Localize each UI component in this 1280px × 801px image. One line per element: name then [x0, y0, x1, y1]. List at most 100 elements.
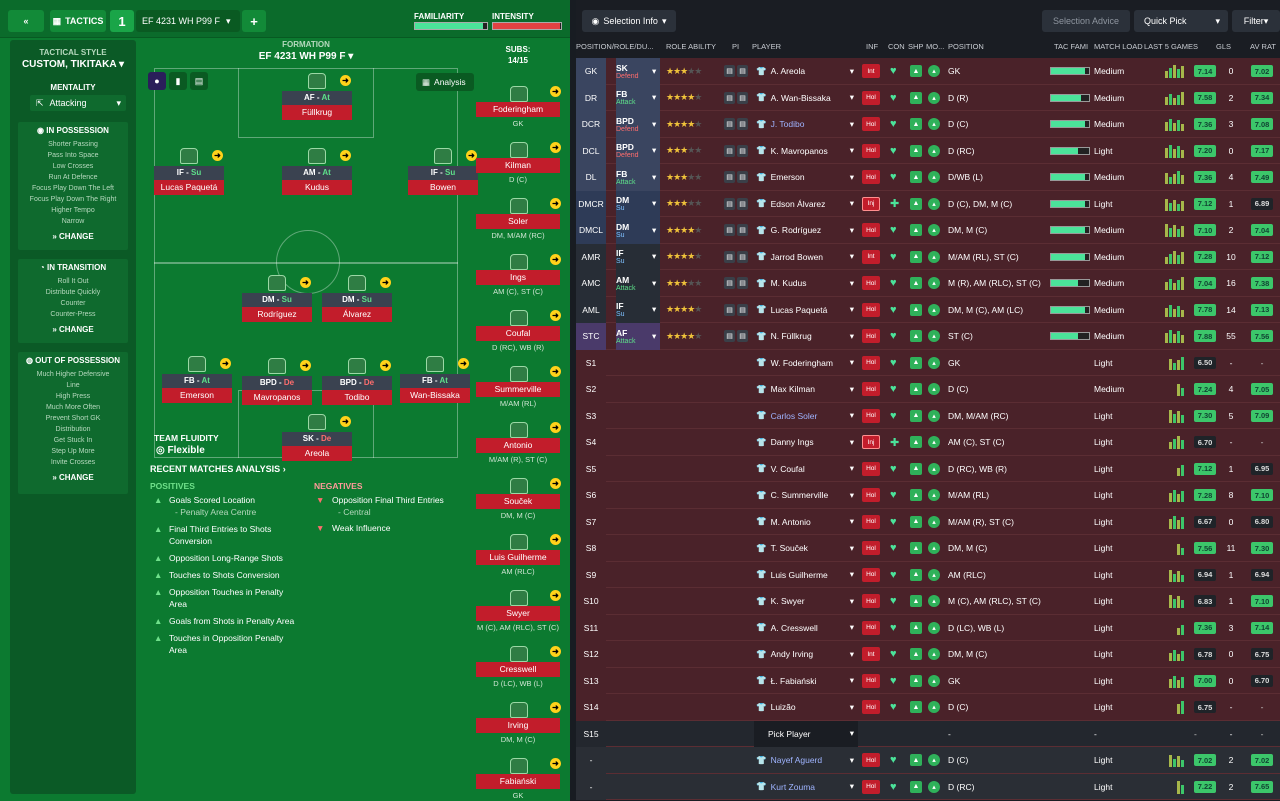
chevron-down-icon[interactable]: ▾ — [849, 145, 854, 156]
chevron-down-icon[interactable]: ▾ — [849, 436, 854, 447]
player-name[interactable]: Ł. Fabiański — [770, 675, 817, 686]
player-role[interactable]: FB - At — [400, 374, 470, 388]
player-cell[interactable]: 👕 K. Swyer ▾ — [754, 588, 858, 615]
sub-player[interactable]: Luis Guilherme AM (RLC) — [476, 550, 560, 576]
player-name[interactable]: A. Wan-Bissaka — [770, 92, 831, 103]
table-row[interactable]: S9 👕 Luis Guilherme ▾ Hol ♥ ▲ ▴ AM (RLC) Light 6.9… — [576, 561, 1280, 589]
formation-player[interactable]: FB - At Emerson — [162, 374, 232, 403]
quick-pick-button[interactable]: Quick Pick ▾ — [1134, 10, 1228, 32]
role-cell[interactable]: BPD Defend — [616, 111, 660, 138]
player-role[interactable]: IF - Su — [154, 166, 224, 180]
player-role[interactable]: AF - At — [282, 91, 352, 105]
position-slot[interactable]: DCL — [576, 137, 606, 164]
chevron-down-icon[interactable]: ▾ — [652, 171, 657, 182]
notes-view-button[interactable]: ▤ — [190, 72, 208, 90]
player-name[interactable]: M. Kudus — [770, 278, 807, 289]
chevron-down-icon[interactable]: ▾ — [849, 675, 854, 686]
player-cell[interactable]: 👕 J. Todibo ▾ — [754, 111, 858, 138]
player-cell[interactable]: 👕 Andy Irving ▾ — [754, 641, 858, 668]
role-cell[interactable]: BPD Defend — [616, 137, 660, 164]
sub-player[interactable]: Cresswell D (LC), WB (L) — [476, 662, 560, 688]
sub-name[interactable]: Foderingham — [476, 102, 560, 117]
position-slot[interactable]: S3 — [576, 402, 606, 429]
player-cell[interactable]: 👕 Max Kilman ▾ — [754, 376, 858, 403]
player-name[interactable]: Wan-Bissaka — [400, 388, 470, 403]
player-name[interactable]: M. Antonio — [770, 516, 811, 527]
tactic-slot-number[interactable]: 1 — [110, 10, 134, 32]
sub-name[interactable]: Coufal — [476, 326, 560, 341]
chevron-down-icon[interactable]: ▾ — [652, 145, 657, 156]
table-row[interactable]: S1 👕 W. Foderingham ▾ Hol ♥ ▲ ▴ GK Light 6.50 - - — [576, 349, 1280, 377]
position-slot[interactable]: S9 — [576, 561, 606, 588]
chevron-down-icon[interactable]: ▾ — [849, 92, 854, 103]
player-cell[interactable]: 👕 V. Coufal ▾ — [754, 456, 858, 483]
sub-player[interactable]: Ings AM (C), ST (C) — [476, 270, 560, 296]
player-view-button[interactable]: ● — [148, 72, 166, 90]
pi-icon[interactable]: ▤ ▤ — [724, 323, 748, 350]
chevron-down-icon[interactable]: ▾ — [849, 330, 854, 341]
role-cell[interactable]: IF Su — [616, 243, 660, 270]
player-name[interactable]: Mavropanos — [242, 390, 312, 405]
player-name[interactable]: K. Swyer — [770, 596, 805, 607]
mentality-dropdown[interactable]: ⇱ Attacking ▾ — [30, 95, 126, 111]
column-header[interactable]: CON — [888, 42, 905, 51]
player-name[interactable]: T. Souček — [770, 543, 808, 554]
player-name[interactable]: Jarrod Bowen — [770, 251, 824, 262]
player-role[interactable]: SK - De — [282, 432, 352, 446]
chevron-down-icon[interactable]: ▾ — [849, 648, 854, 659]
column-header[interactable]: TAC FAMI — [1054, 42, 1089, 51]
sub-name[interactable]: Kilman — [476, 158, 560, 173]
player-cell[interactable]: 👕 W. Foderingham ▾ — [754, 350, 858, 377]
position-slot[interactable]: S1 — [576, 349, 606, 376]
tactics-tab[interactable]: ▦ TACTICS — [50, 10, 106, 32]
pi-icon[interactable]: ▤ ▤ — [724, 111, 748, 138]
pi-icon[interactable]: ▤ ▤ — [724, 297, 748, 324]
player-name[interactable]: W. Foderingham — [770, 357, 833, 368]
chevron-down-icon[interactable]: ▾ — [652, 198, 657, 209]
sub-player[interactable]: Kilman D (C) — [476, 158, 560, 184]
player-cell[interactable]: 👕 N. Füllkrug ▾ — [754, 323, 858, 350]
sub-name[interactable]: Luis Guilherme — [476, 550, 560, 565]
player-name[interactable]: Emerson — [162, 388, 232, 403]
change-transition-button[interactable]: » CHANGE — [52, 325, 94, 334]
formation-dropdown[interactable]: EF 4231 WH P99 F ▾ — [258, 51, 354, 62]
chevron-down-icon[interactable]: ▾ — [849, 489, 854, 500]
column-header[interactable]: POSITION — [948, 42, 984, 51]
sub-player[interactable]: Summerville M/AM (RL) — [476, 382, 560, 408]
player-name[interactable]: Kurt Zouma — [770, 781, 815, 792]
selection-info-dropdown[interactable]: ◉ Selection Info ▾ — [582, 10, 676, 32]
position-slot[interactable]: S13 — [576, 667, 606, 694]
player-cell[interactable]: 👕 Jarrod Bowen ▾ — [754, 244, 858, 271]
position-slot[interactable]: S4 — [576, 429, 606, 456]
position-slot[interactable]: S7 — [576, 508, 606, 535]
column-header[interactable]: PI — [732, 42, 740, 51]
chevron-down-icon[interactable]: ▾ — [652, 330, 657, 341]
role-cell[interactable]: DM Su — [616, 190, 660, 217]
position-slot[interactable]: GK — [576, 58, 606, 85]
player-cell[interactable]: 👕 A. Wan-Bissaka ▾ — [754, 85, 858, 112]
chevron-down-icon[interactable]: ▾ — [652, 277, 657, 288]
chevron-down-icon[interactable]: ▾ — [652, 92, 657, 103]
position-slot[interactable]: S12 — [576, 641, 606, 668]
table-row[interactable]: S15 Pick Player ▾ - - - - - — [576, 720, 1280, 747]
player-cell[interactable]: 👕 Luizão ▾ — [754, 694, 858, 721]
formation-player[interactable]: SK - De Areola — [282, 432, 352, 461]
table-row[interactable]: AMC AM Attack ▾ ★★★ ★ ★ ▤ ▤ 👕 M. Kudus ▾ Hol ♥ ▲ ▴ M (R)… — [576, 270, 1280, 297]
chevron-down-icon[interactable]: ▾ — [652, 118, 657, 129]
pi-icon[interactable]: ▤ ▤ — [724, 191, 748, 218]
chevron-down-icon[interactable]: ▾ — [652, 65, 657, 76]
player-cell[interactable]: 👕 Luis Guilherme ▾ — [754, 562, 858, 589]
pi-icon[interactable]: ▤ ▤ — [724, 217, 748, 244]
position-slot[interactable]: S14 — [576, 694, 606, 721]
formation-player[interactable]: BPD - De Todibo — [322, 376, 392, 405]
tactical-style-dropdown[interactable]: CUSTOM, TIKITAKA ▾ — [21, 59, 125, 70]
player-name[interactable]: Kudus — [282, 180, 352, 195]
position-slot[interactable]: DMCR — [576, 190, 606, 217]
player-name[interactable]: Max Kilman — [770, 384, 815, 395]
chevron-down-icon[interactable]: ▾ — [849, 357, 854, 368]
role-cell[interactable]: FB Attack — [616, 84, 660, 111]
chevron-down-icon[interactable]: ▾ — [652, 224, 657, 235]
player-name[interactable]: K. Mavropanos — [770, 145, 828, 156]
table-row[interactable]: DMCL DM Su ▾ ★★★★ ★ ▤ ▤ 👕 G. Rodríguez ▾ Hol ♥ ▲ ▴ DM, … — [576, 217, 1280, 244]
role-cell[interactable]: IF Su — [616, 296, 660, 323]
